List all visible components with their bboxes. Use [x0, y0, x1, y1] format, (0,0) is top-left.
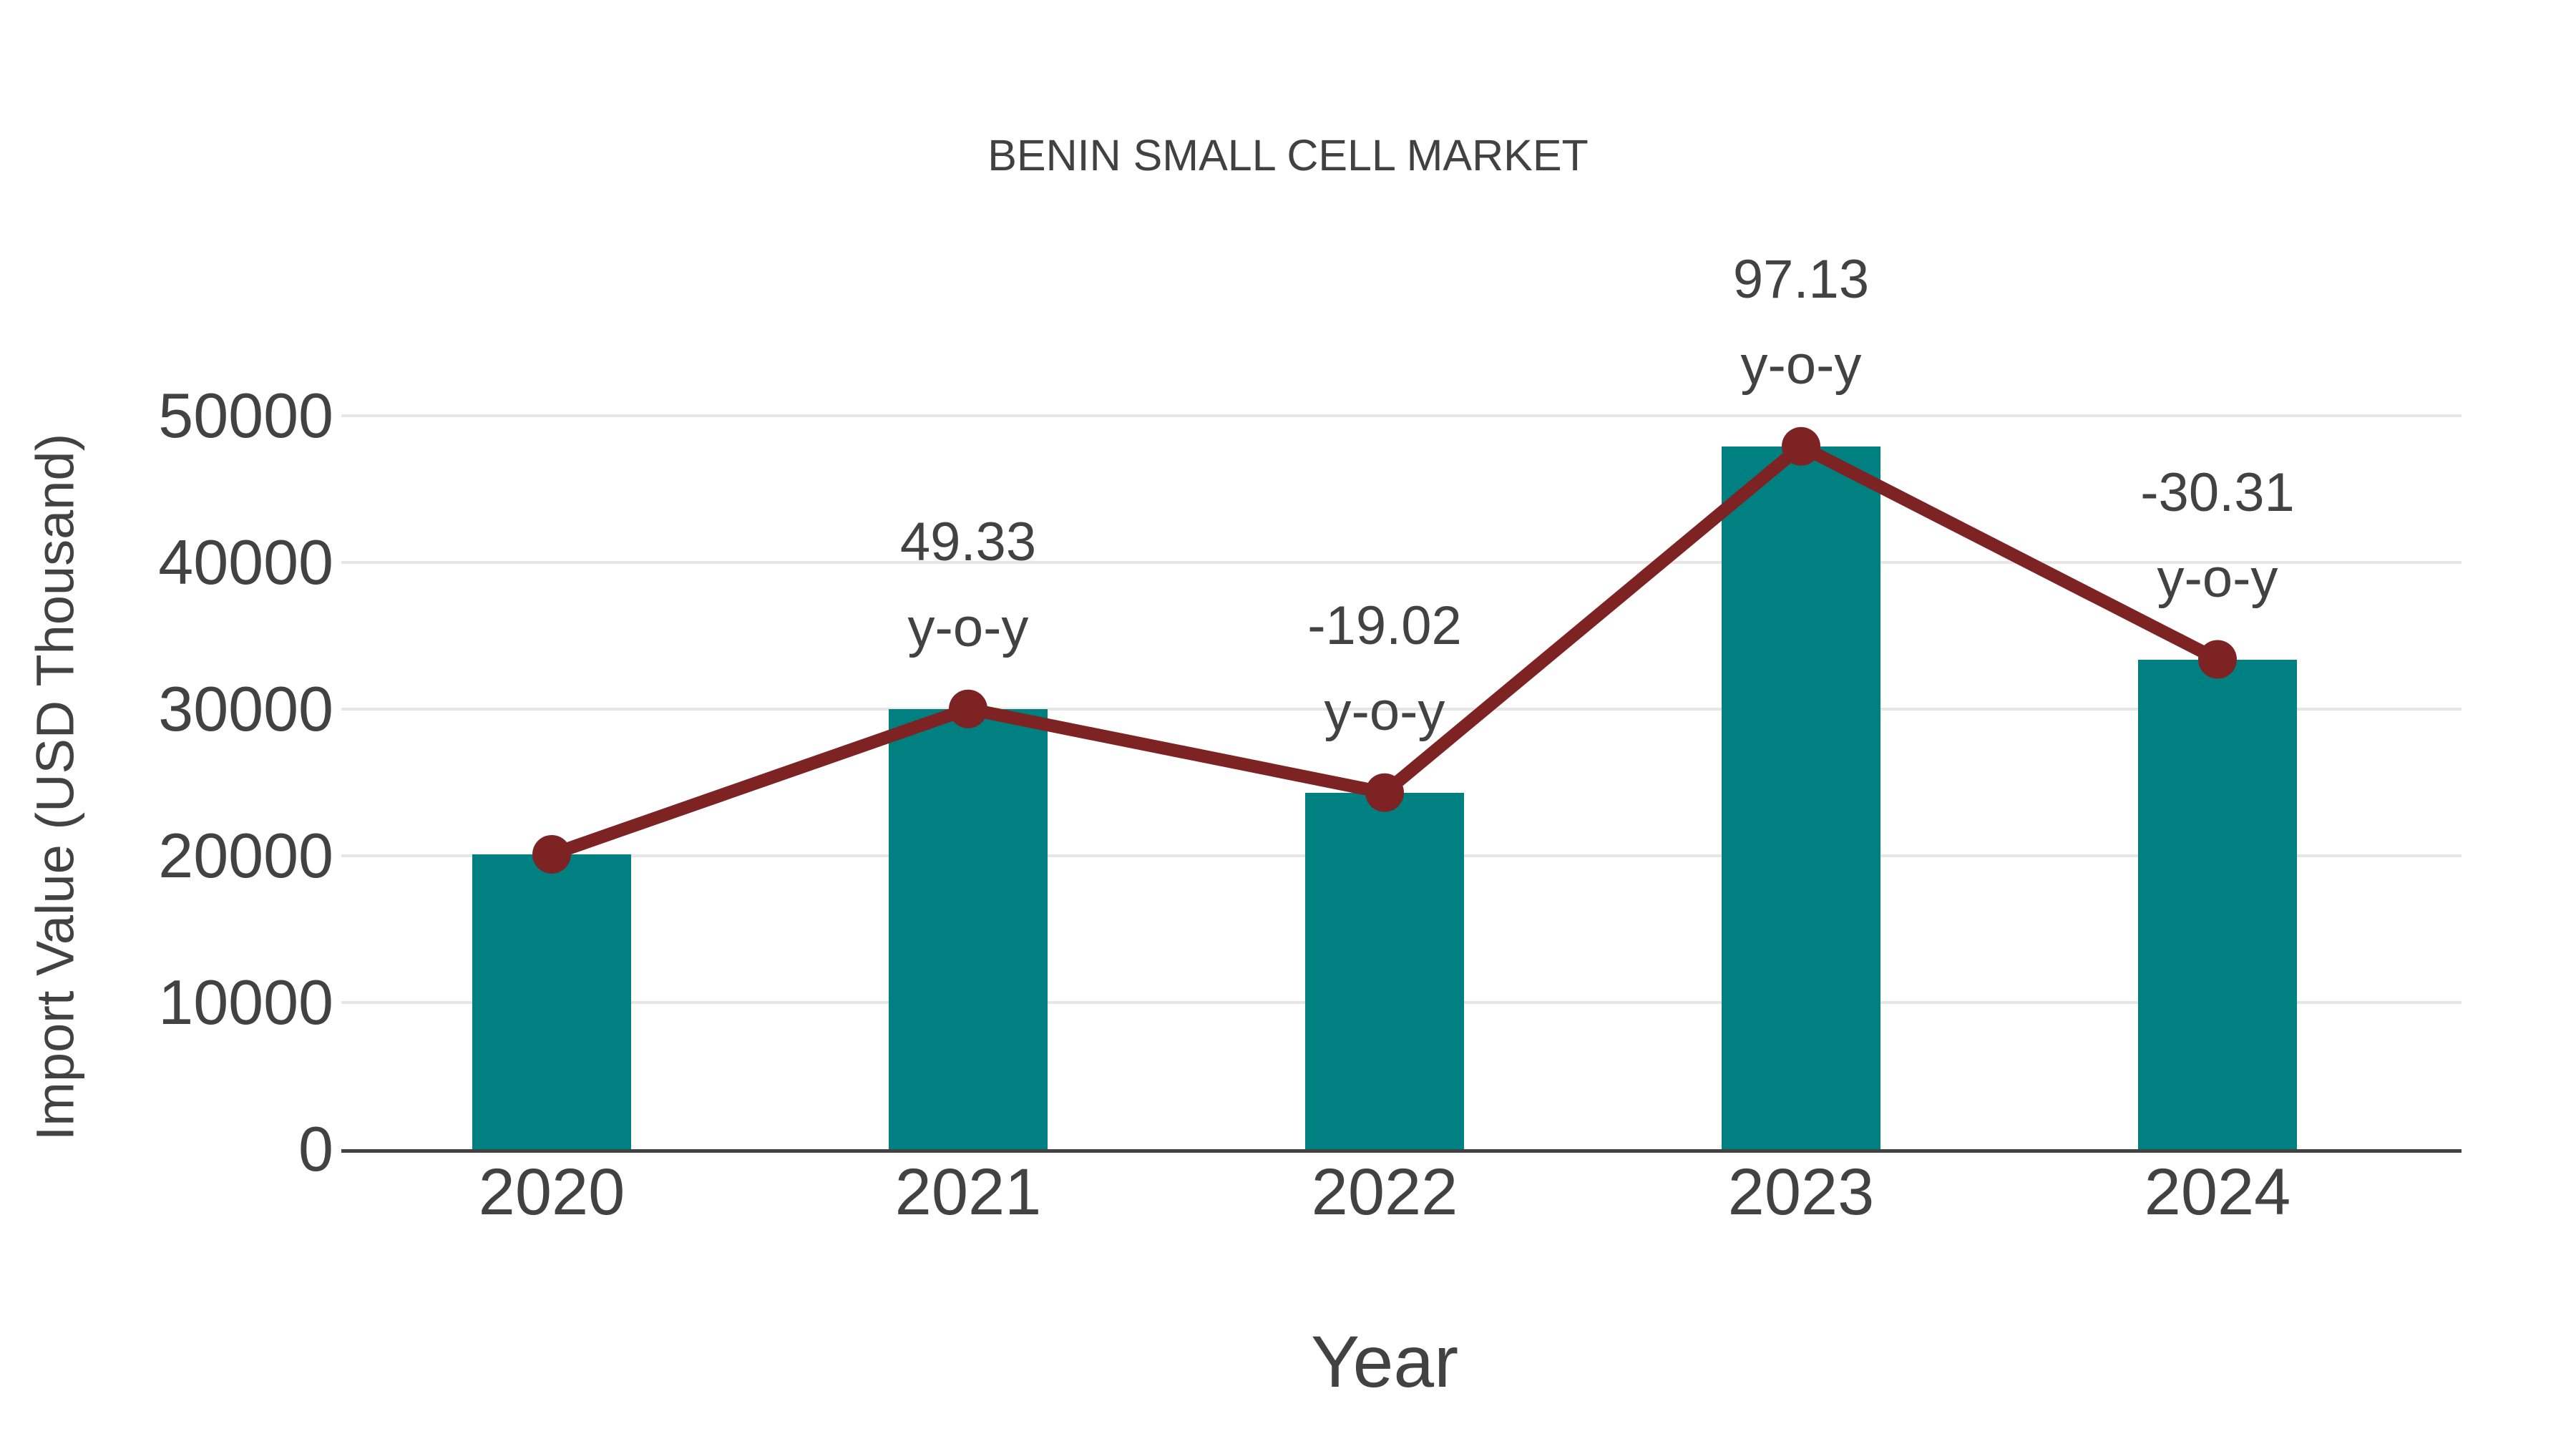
bar-2021: [889, 708, 1048, 1149]
x-tick-label: 2022: [1311, 1156, 1458, 1229]
yoy-unit-label: y-o-y: [2157, 547, 2278, 609]
x-tick-label: 2020: [478, 1156, 625, 1229]
yoy-unit-label: y-o-y: [1740, 334, 1862, 396]
yoy-annotation: -30.31 y-o-y: [2031, 450, 2404, 622]
y-tick-label: 40000: [158, 527, 333, 597]
bar-2020: [472, 854, 631, 1149]
y-tick-label: 30000: [158, 673, 333, 744]
bar-2023: [1722, 446, 1880, 1149]
yoy-annotation: 49.33 y-o-y: [782, 499, 1154, 671]
gridline: [341, 414, 2462, 417]
yoy-annotation: 97.13 y-o-y: [1615, 237, 1987, 409]
bar-2024: [2138, 659, 2297, 1149]
yoy-unit-label: y-o-y: [907, 597, 1029, 658]
yoy-annotation: -19.02 y-o-y: [1199, 583, 1571, 755]
yoy-value-label: 49.33: [899, 511, 1037, 572]
yoy-value-label: -19.02: [1307, 595, 1462, 656]
x-tick-label: 2021: [894, 1156, 1042, 1229]
x-tick-label: 2024: [2144, 1156, 2291, 1229]
chart-title: BENIN SMALL CELL MARKET: [987, 131, 1589, 180]
y-tick-label: 20000: [158, 820, 333, 891]
x-axis-label: Year: [1310, 1321, 1459, 1402]
y-tick-label: 50000: [158, 380, 333, 451]
x-tick-label: 2023: [1727, 1156, 1875, 1229]
y-tick-label: 0: [298, 1113, 333, 1184]
x-axis-line: [341, 1149, 2462, 1153]
yoy-value-label: 97.13: [1732, 248, 1870, 310]
yoy-unit-label: y-o-y: [1324, 680, 1445, 742]
bar-2022: [1305, 792, 1464, 1149]
y-tick-label: 10000: [158, 967, 333, 1038]
yoy-value-label: -30.31: [2140, 462, 2295, 523]
